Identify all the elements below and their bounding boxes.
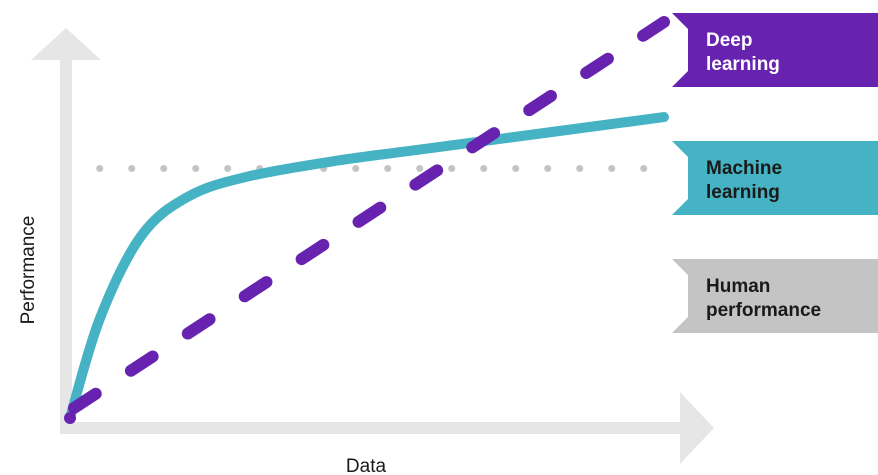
- machine-learning-line: [65, 112, 669, 423]
- x-axis-label: Data: [346, 456, 387, 475]
- human-performance-tag-box: [688, 259, 878, 333]
- machine-learning-tag: Machine learning: [672, 141, 878, 215]
- series-layer: [64, 16, 670, 424]
- human-performance-tag-label: Human performance: [706, 276, 821, 321]
- machine-learning-tag-box: [688, 141, 878, 215]
- series-tags: Deep learning Machine learning Human performa…: [672, 13, 878, 333]
- x-axis-arrowhead: [680, 392, 714, 464]
- deep-learning-tag-notch-bottom: [672, 69, 690, 87]
- human-performance-tag: Human performance: [672, 259, 878, 333]
- axes: [31, 28, 714, 464]
- human-performance-tag-notch-bottom: [672, 315, 690, 333]
- y-axis-arrowhead: [31, 28, 101, 60]
- deep-learning-tag-box: [688, 13, 878, 87]
- deep-learning-line: [68, 16, 670, 414]
- deep-learning-tag-label: Deep learning: [706, 30, 780, 75]
- y-axis-label: Performance: [18, 216, 39, 325]
- machine-learning-tag-notch-bottom: [672, 197, 690, 215]
- deep-learning-tag: Deep learning: [672, 13, 878, 87]
- human-performance-tag-notch-top: [672, 259, 690, 277]
- machine-learning-tag-label: Machine learning: [706, 158, 782, 203]
- origin-marker: [64, 412, 76, 424]
- deep-learning-tag-notch-top: [672, 13, 690, 31]
- machine-learning-tag-notch-top: [672, 141, 690, 159]
